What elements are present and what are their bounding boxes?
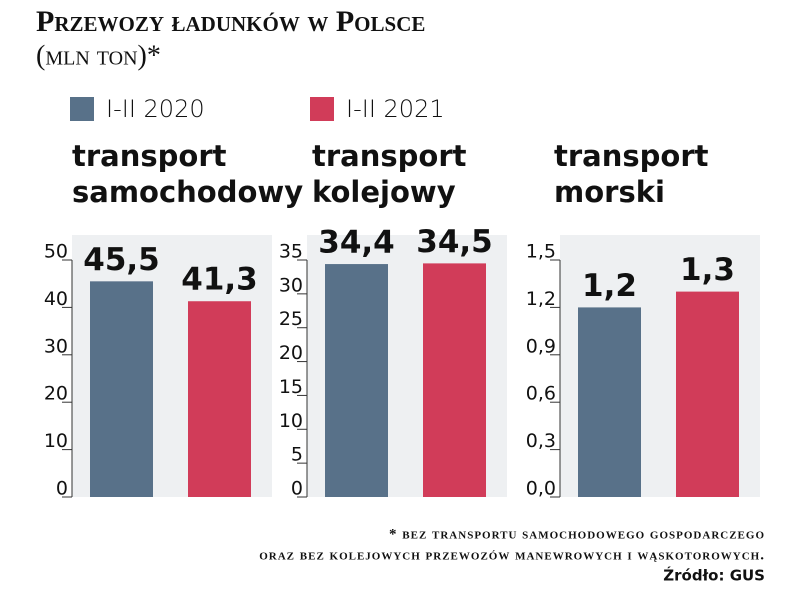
data-label: 41,3	[181, 262, 258, 298]
chart-subtitle: (mln ton)*	[36, 40, 161, 71]
bar	[90, 281, 153, 497]
y-tick-label: 35	[279, 241, 303, 263]
legend-label: I-II 2021	[346, 95, 445, 123]
data-label: 1,3	[680, 252, 735, 288]
y-tick-label: 30	[279, 274, 303, 296]
chart-title: Przewozy ładunków w Polsce	[36, 5, 425, 38]
y-tick-label: 20	[44, 383, 68, 405]
y-tick-label: 10	[279, 410, 303, 432]
legend-swatch	[70, 97, 94, 121]
chart-subtitle: samochodowy	[72, 175, 303, 209]
y-tick-label: 0,6	[526, 383, 556, 405]
data-label: 34,5	[416, 224, 493, 260]
bar	[325, 264, 388, 497]
bar	[423, 263, 486, 497]
chart-subtitle: transport	[312, 139, 467, 173]
chart-subtitle: kolejowy	[312, 175, 456, 209]
y-tick-label: 1,5	[526, 241, 556, 263]
legend-swatch	[310, 97, 334, 121]
y-tick-label: 25	[279, 308, 303, 330]
y-tick-label: 0	[291, 478, 303, 500]
data-label: 45,5	[83, 242, 160, 278]
data-label: 1,2	[582, 268, 637, 304]
y-tick-label: 50	[44, 241, 68, 263]
bar	[578, 307, 641, 497]
y-tick-label: 20	[279, 342, 303, 364]
y-tick-label: 15	[279, 376, 303, 398]
bar	[188, 301, 251, 497]
source: Źródło: GUS	[663, 566, 765, 585]
y-tick-label: 10	[44, 430, 68, 452]
data-label: 34,4	[318, 225, 395, 261]
footnote: oraz bez kolejowych przewozów manewrowyc…	[259, 547, 765, 563]
y-tick-label: 0,3	[526, 430, 556, 452]
legend-label: I-II 2020	[106, 95, 205, 123]
chart-subtitle: transport	[554, 139, 709, 173]
chart-subtitle: morski	[554, 175, 665, 209]
y-tick-label: 30	[44, 335, 68, 357]
footnote: * bez transportu samochodowego gospodarc…	[389, 526, 765, 542]
y-tick-label: 1,2	[526, 288, 556, 310]
y-tick-label: 0,0	[526, 478, 556, 500]
y-tick-label: 5	[291, 444, 303, 466]
bar	[676, 291, 739, 497]
y-tick-label: 40	[44, 288, 68, 310]
y-tick-label: 0	[56, 478, 68, 500]
y-tick-label: 0,9	[526, 335, 556, 357]
chart-subtitle: transport	[72, 139, 227, 173]
